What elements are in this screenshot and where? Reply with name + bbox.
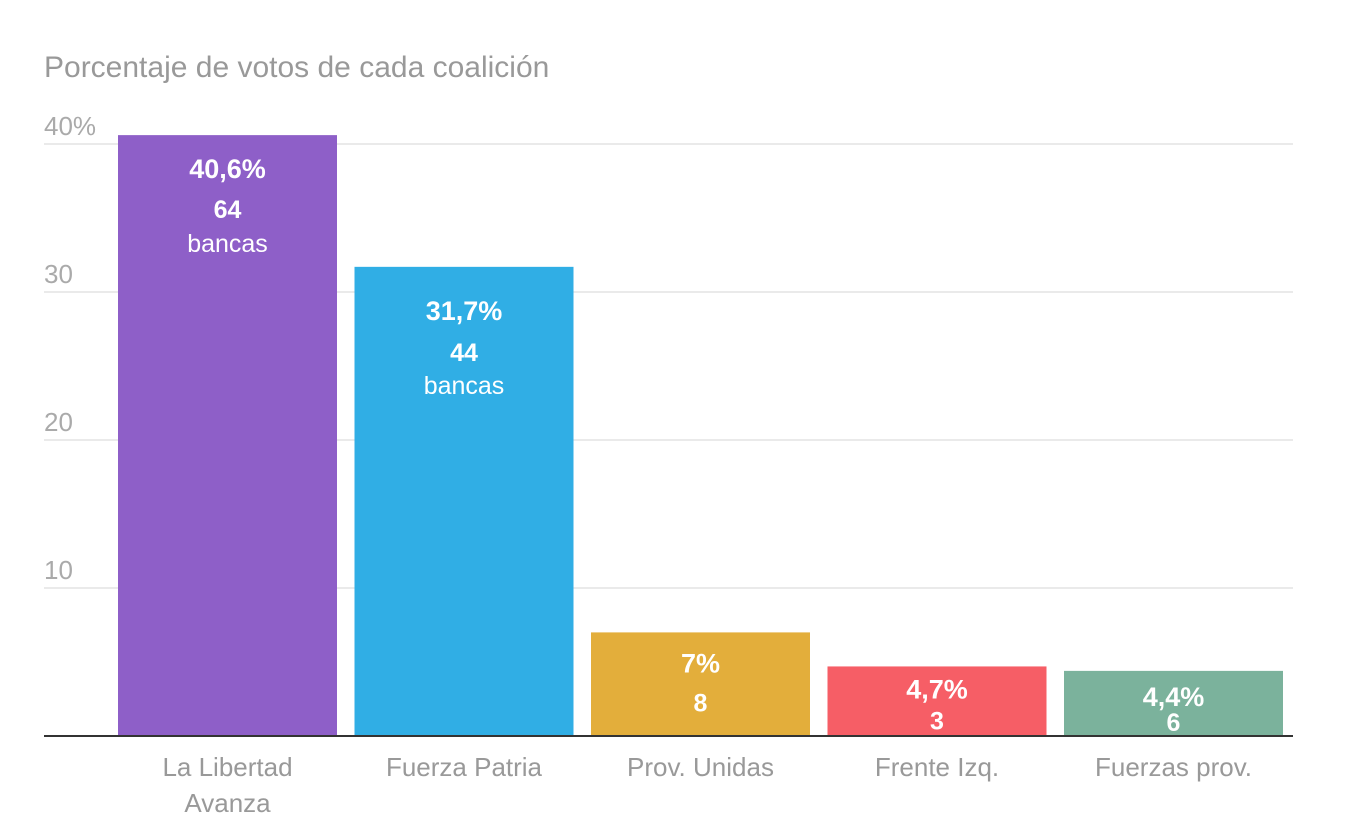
y-tick-label: 20	[44, 407, 73, 437]
x-category-label: Frente Izq.	[875, 752, 999, 782]
bar-seats-label: 8	[694, 689, 708, 717]
y-tick-label: 10	[44, 555, 73, 585]
bar-seats-unit: bancas	[187, 230, 268, 258]
bar-seats-label: 3	[930, 707, 944, 735]
y-tick-label: 30	[44, 259, 73, 289]
bar-seats-label: 6	[1167, 709, 1181, 737]
bar	[1064, 670, 1283, 736]
x-category-label: Fuerza Patria	[386, 752, 543, 782]
x-category-label: Prov. Unidas	[627, 752, 774, 782]
bar-seats-label: 44	[450, 339, 478, 367]
bar	[827, 666, 1047, 736]
bar-value-label: 4,7%	[906, 674, 968, 704]
chart-title: Porcentaje de votos de cada coalición	[44, 51, 549, 84]
x-category-label: La Libertad	[162, 752, 292, 782]
x-category-label: Fuerzas prov.	[1095, 752, 1252, 782]
y-tick-label: 40%	[44, 111, 96, 141]
bar	[118, 135, 337, 736]
bar-value-label: 40,6%	[189, 154, 266, 184]
bar-value-label: 31,7%	[426, 296, 503, 326]
bar	[591, 632, 810, 736]
bar-seats-unit: bancas	[424, 372, 505, 400]
x-category-label: Avanza	[184, 788, 271, 818]
bar-value-label: 4,4%	[1143, 682, 1205, 712]
bar-value-label: 7%	[681, 648, 720, 678]
bar-seats-label: 64	[214, 196, 242, 224]
bar	[354, 266, 574, 736]
